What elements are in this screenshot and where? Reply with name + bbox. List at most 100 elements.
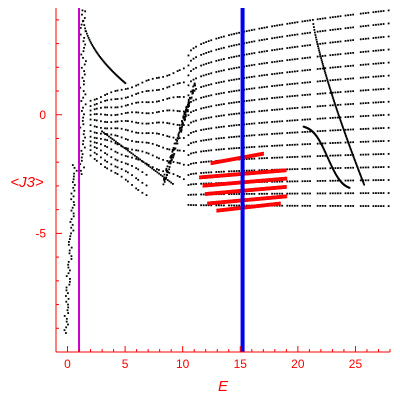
highlight-point [223,190,226,193]
highlight-point [264,203,267,206]
data-point [321,167,324,170]
highlight-point [238,158,241,160]
data-point [71,164,74,166]
data-point [120,120,123,122]
highlight-point [243,157,246,159]
data-point [126,104,129,106]
data-point [81,153,84,156]
highlight-point [243,205,246,208]
data-point [81,13,83,16]
data-point [233,124,235,127]
highlight-point [244,205,247,208]
data-point [200,161,203,164]
highlight-point [249,156,252,158]
data-point [171,153,174,156]
highlight-point [205,185,208,188]
highlight-point [260,154,263,156]
data-point [309,31,311,34]
highlight-point [258,180,261,183]
data-point [352,103,355,105]
data-point [304,180,306,183]
data-point [228,91,230,93]
data-point [238,193,241,195]
highlight-point [269,195,272,198]
highlight-point [212,176,215,179]
data-point [331,41,334,44]
highlight-point [216,200,219,203]
highlight-point [253,153,256,156]
highlight-point [228,181,231,184]
data-point [110,140,113,143]
highlight-point [256,189,259,192]
data-point [200,107,203,110]
data-point [278,204,281,207]
data-point [82,56,84,59]
data-point [95,159,98,162]
highlight-point [281,170,283,173]
highlight-point [276,197,279,200]
data-point [235,135,238,138]
data-point [337,179,339,182]
highlight-point [262,188,265,191]
data-point [296,143,299,146]
data-point [137,149,140,152]
highlight-point [263,178,266,181]
highlight-point [218,192,221,195]
highlight-point [234,208,237,211]
highlight-point [275,171,278,173]
data-point [104,133,107,135]
highlight-point [237,180,240,183]
data-point [176,149,179,152]
highlight-point [280,168,282,171]
highlight-point [217,182,220,185]
highlight-point [252,179,255,182]
highlight-point [228,209,231,212]
data-point [116,106,119,109]
highlight-point [274,171,277,174]
data-point [110,121,113,123]
data-point [65,289,68,292]
data-point [334,28,337,31]
data-point [195,172,197,175]
data-point [304,20,306,22]
data-point [296,168,299,170]
data-point [83,166,85,169]
data-point [155,168,158,171]
data-point [114,98,117,101]
highlight-point [258,198,261,201]
highlight-point [252,181,255,184]
highlight-point [271,171,274,174]
data-point [187,194,190,196]
data-point [367,102,370,104]
data-point [124,138,127,140]
data-point [151,142,154,145]
data-point [163,181,166,183]
data-point [271,109,273,111]
data-point [375,140,377,143]
data-point [339,15,342,18]
data-point [100,96,102,98]
data-point [181,123,183,126]
data-point [228,125,230,127]
data-point [178,127,181,130]
data-point [233,147,235,150]
data-point [162,99,165,101]
highlight-point [248,154,251,157]
data-point [110,127,113,130]
highlight-point [223,158,226,161]
data-point [68,249,71,252]
data-point [66,309,69,312]
data-point [261,39,263,41]
highlight-point [216,182,219,185]
data-point [316,130,319,133]
highlight-point [235,182,238,185]
highlight-point [239,172,242,174]
highlight-point [237,206,240,209]
data-point [348,145,351,148]
highlight-point [248,207,251,209]
data-point [100,113,102,116]
data-point [172,173,175,176]
highlight-point [222,202,225,204]
highlight-point [273,179,276,182]
data-point [178,176,181,178]
